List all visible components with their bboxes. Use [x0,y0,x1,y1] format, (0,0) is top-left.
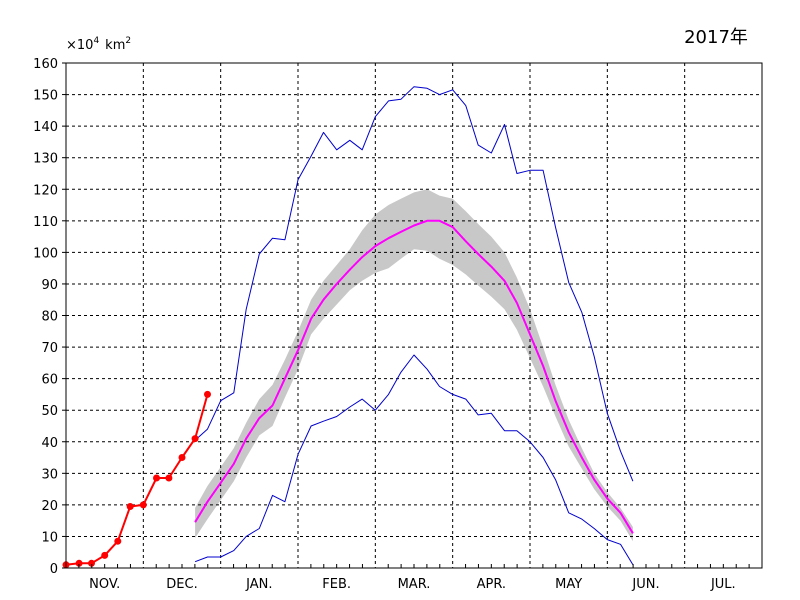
normal-range-band [195,189,633,542]
y-tick-label: 140 [33,120,58,135]
y-tick-label: 10 [41,530,58,545]
y-tick-label: 40 [41,436,58,451]
current-data-point [153,474,160,482]
unit-power: 2 [125,36,131,46]
unit-exponent: 4 [93,36,99,46]
current-data-point [139,501,147,509]
current-data-point [75,559,83,567]
current-data-point [165,474,173,482]
y-tick-label: 130 [33,152,58,167]
unit-label: ×104 km2 [66,36,131,53]
x-axis: NOV. DEC. JAN. FEB. MAR. APR. MAY JUN. JUL. [78,564,750,592]
x-tick-label: DEC. [166,577,197,592]
current-data-point [88,559,95,567]
y-tick-label: 60 [41,373,58,388]
current-data-point [191,435,199,443]
x-tick-label: JUL. [710,577,736,592]
y-tick-label: 70 [41,341,58,356]
current-data-point [101,551,109,559]
x-tick-label: JAN. [245,577,272,592]
y-tick-label: 100 [33,246,58,261]
unit-base: km [105,38,125,53]
x-tick-label: MAY [555,577,582,592]
series-line-current [65,394,209,566]
y-tick-label: 160 [33,57,58,72]
current-data-point [114,537,122,545]
series-layer [62,86,634,569]
x-tick-label: JUN. [631,577,659,592]
current-data-point [126,503,134,510]
y-tick-label: 20 [41,499,58,514]
unit-prefix: ×10 [66,38,93,53]
x-tick-label: NOV. [89,577,120,592]
y-axis: 0 10 20 30 40 50 60 70 80 90 100 110 120 130 140 150 160 [33,57,66,577]
chart-title-year: 2017年 [684,27,748,48]
y-tick-label: 0 [50,562,58,577]
y-tick-label: 90 [41,278,58,293]
range-band-layer [195,189,633,542]
y-tick-label: 150 [33,89,58,104]
current-data-point [204,390,211,398]
y-tick-label: 80 [41,310,58,325]
series-line-mean [194,219,634,534]
y-tick-label: 120 [33,183,58,198]
y-tick-label: 30 [41,467,58,482]
y-tick-label: 50 [41,404,58,419]
x-tick-label: APR. [477,577,506,592]
series-line-max [194,86,634,482]
x-tick-label: MAR. [398,577,431,592]
grid-layer [66,63,762,568]
x-tick-label: FEB. [322,577,351,592]
current-data-point [178,454,186,461]
y-tick-label: 110 [33,215,58,230]
series-line-min [194,354,634,566]
